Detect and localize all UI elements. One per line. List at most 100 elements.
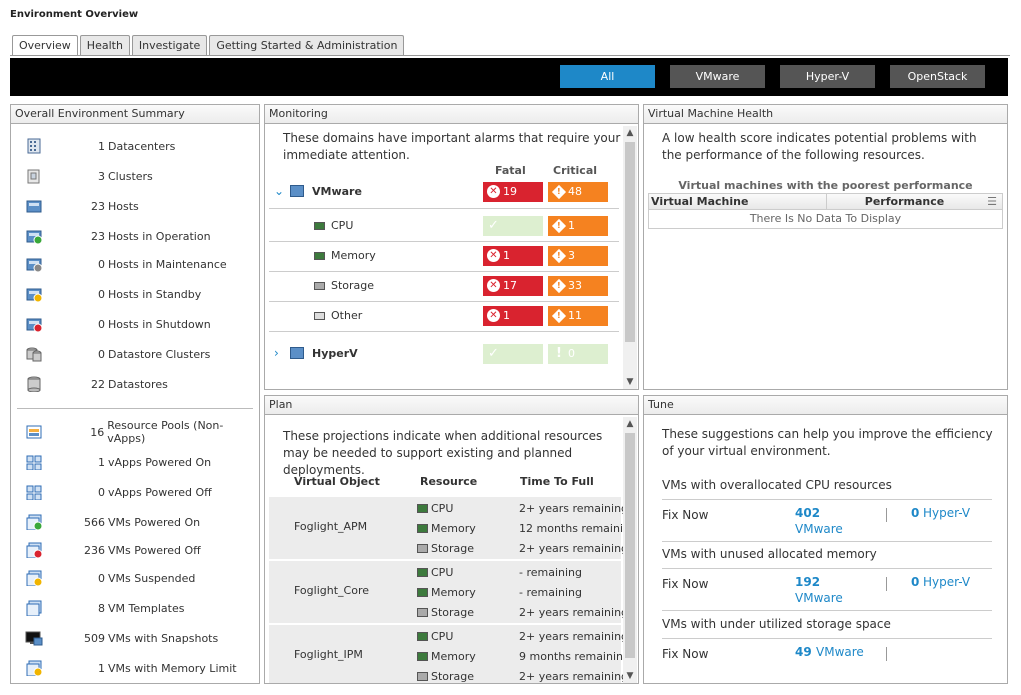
fatal-alarm-badge[interactable]: ✓: [483, 344, 543, 364]
filter-all-button[interactable]: All: [560, 65, 655, 88]
hyperv-link[interactable]: Hyper-V: [923, 575, 971, 589]
summary-item[interactable]: 22 Datastores: [25, 375, 168, 393]
filter-hyperv-button[interactable]: Hyper-V: [780, 65, 875, 88]
summary-label[interactable]: Datastore Clusters: [108, 347, 211, 361]
summary-label[interactable]: VM Templates: [108, 601, 185, 615]
summary-label[interactable]: Hosts in Shutdown: [108, 317, 211, 331]
virtual-object-name[interactable]: Foglight_APM: [294, 520, 368, 533]
summary-label[interactable]: VMs Powered Off: [108, 543, 201, 557]
summary-label[interactable]: Hosts: [108, 199, 139, 213]
critical-alarm-badge[interactable]: ! 11: [548, 306, 608, 326]
monitoring-row-label[interactable]: VMware: [312, 185, 362, 198]
chevron-right-icon[interactable]: ›: [274, 346, 279, 360]
scroll-thumb[interactable]: [625, 142, 635, 342]
virtual-object-name[interactable]: Foglight_Core: [294, 584, 369, 597]
summary-label[interactable]: Hosts in Standby: [108, 287, 202, 301]
virtual-object-name[interactable]: Foglight_IPM: [294, 648, 363, 661]
summary-item[interactable]: 3 Clusters: [25, 167, 153, 185]
other-icon: [314, 312, 325, 320]
monitoring-row-label[interactable]: Other: [331, 309, 363, 322]
hyperv-count-link[interactable]: 0: [911, 506, 920, 520]
vmware-count-link[interactable]: 402: [795, 506, 821, 520]
summary-item[interactable]: 0 Hosts in Standby: [25, 285, 201, 303]
vm-health-intro: A low health score indicates potential p…: [662, 131, 977, 162]
summary-label[interactable]: vApps Powered On: [108, 455, 212, 469]
summary-label[interactable]: Datacenters: [108, 139, 176, 153]
plan-scrollbar[interactable]: ▲ ▼: [623, 417, 637, 683]
summary-count: 566: [84, 515, 105, 529]
plan-intro: These projections indicate when addition…: [283, 429, 603, 477]
summary-item[interactable]: 566 VMs Powered On: [25, 513, 200, 531]
summary-label[interactable]: VMs with Memory Limit: [108, 661, 237, 675]
hyperv-link[interactable]: Hyper-V: [923, 506, 971, 520]
critical-alarm-badge[interactable]: ! 33: [548, 276, 608, 296]
summary-label[interactable]: Resource Pools (Non-vApps): [107, 419, 224, 445]
summary-item[interactable]: 509 VMs with Snapshots: [25, 629, 218, 647]
vmware-link[interactable]: VMware: [816, 645, 864, 659]
summary-item[interactable]: 23 Hosts in Operation: [25, 227, 211, 245]
scroll-down-icon[interactable]: ▼: [626, 377, 634, 387]
scroll-down-icon[interactable]: ▼: [626, 671, 634, 681]
critical-alarm-badge[interactable]: ! 3: [548, 246, 608, 266]
hyperv-count-link[interactable]: 0: [911, 575, 920, 589]
fatal-alarm-badge[interactable]: ✕ 19: [483, 182, 543, 202]
summary-item[interactable]: 16 Resource Pools (Non-vApps): [25, 419, 259, 445]
performance-column-header[interactable]: Performance: [864, 195, 945, 208]
filter-vmware-button[interactable]: VMware: [670, 65, 765, 88]
summary-label[interactable]: vApps Powered Off: [108, 485, 212, 499]
summary-item[interactable]: 1 vApps Powered On: [25, 453, 211, 471]
monitoring-row[interactable]: ⌄ VMware ✕ 19! 48: [269, 178, 619, 208]
summary-label[interactable]: Datastores: [108, 377, 168, 391]
filter-openstack-button[interactable]: OpenStack: [890, 65, 985, 88]
summary-label[interactable]: Hosts in Maintenance: [108, 257, 227, 271]
monitoring-row[interactable]: Other ✕ 1! 11: [269, 302, 619, 332]
vmware-link[interactable]: VMware: [795, 591, 843, 605]
monitoring-row-label[interactable]: HyperV: [312, 347, 358, 360]
tab-investigate[interactable]: Investigate: [131, 35, 208, 55]
vmware-count-link[interactable]: 192: [795, 575, 821, 589]
critical-alarm-badge[interactable]: ! 48: [548, 182, 608, 202]
summary-item[interactable]: 0 vApps Powered Off: [25, 483, 212, 501]
fatal-alarm-badge[interactable]: ✕ 1: [483, 246, 543, 266]
tab-getting-started[interactable]: Getting Started & Administration: [209, 35, 405, 55]
summary-label[interactable]: Clusters: [108, 169, 153, 183]
summary-label[interactable]: VMs Powered On: [108, 515, 201, 529]
vmware-count-link[interactable]: 49: [795, 645, 812, 659]
monitoring-row-label[interactable]: CPU: [331, 219, 354, 232]
summary-label[interactable]: Hosts in Operation: [108, 229, 211, 243]
critical-alarm-badge[interactable]: ! 1: [548, 216, 608, 236]
monitoring-row-label[interactable]: Memory: [331, 249, 376, 262]
summary-item[interactable]: 0 VMs Suspended: [25, 569, 195, 587]
fatal-alarm-badge[interactable]: ✓: [483, 216, 543, 236]
monitoring-row[interactable]: Storage ✕ 17! 33: [269, 272, 619, 302]
chevron-down-icon[interactable]: ⌄: [274, 184, 285, 198]
summary-item[interactable]: 0 Hosts in Shutdown: [25, 315, 211, 333]
vm-column-header[interactable]: Virtual Machine: [649, 194, 827, 209]
monitoring-row[interactable]: CPU ✓ ! 1: [269, 212, 619, 242]
critical-alarm-badge[interactable]: ! 0: [548, 344, 608, 364]
monitoring-row[interactable]: › HyperV ✓ ! 0: [269, 340, 619, 370]
summary-item[interactable]: 8 VM Templates: [25, 599, 184, 617]
scroll-up-icon[interactable]: ▲: [626, 128, 634, 138]
fatal-alarm-badge[interactable]: ✕ 17: [483, 276, 543, 296]
tab-health[interactable]: Health: [79, 35, 130, 55]
summary-item[interactable]: 1 VMs with Memory Limit: [25, 659, 237, 677]
scroll-thumb[interactable]: [625, 433, 635, 658]
summary-item[interactable]: 1 Datacenters: [25, 137, 175, 155]
tab-overview[interactable]: Overview: [12, 35, 78, 56]
summary-label[interactable]: VMs with Snapshots: [108, 631, 219, 645]
summary-label[interactable]: VMs Suspended: [108, 571, 196, 585]
summary-item[interactable]: 0 Hosts in Maintenance: [25, 255, 227, 273]
column-menu-icon[interactable]: ☰: [987, 195, 997, 208]
fatal-alarm-badge[interactable]: ✕ 1: [483, 306, 543, 326]
scroll-up-icon[interactable]: ▲: [626, 419, 634, 429]
monitoring-row[interactable]: Memory ✕ 1! 3: [269, 242, 619, 272]
resource-label: Storage: [431, 606, 475, 619]
monitoring-scrollbar[interactable]: ▲ ▼: [623, 126, 637, 389]
vmware-link[interactable]: VMware: [795, 522, 843, 536]
summary-item[interactable]: 236 VMs Powered Off: [25, 541, 201, 559]
summary-item[interactable]: 0 Datastore Clusters: [25, 345, 210, 363]
summary-item[interactable]: 23 Hosts: [25, 197, 139, 215]
time-to-full-value: 12 months remaining: [519, 522, 637, 535]
monitoring-row-label[interactable]: Storage: [331, 279, 375, 292]
